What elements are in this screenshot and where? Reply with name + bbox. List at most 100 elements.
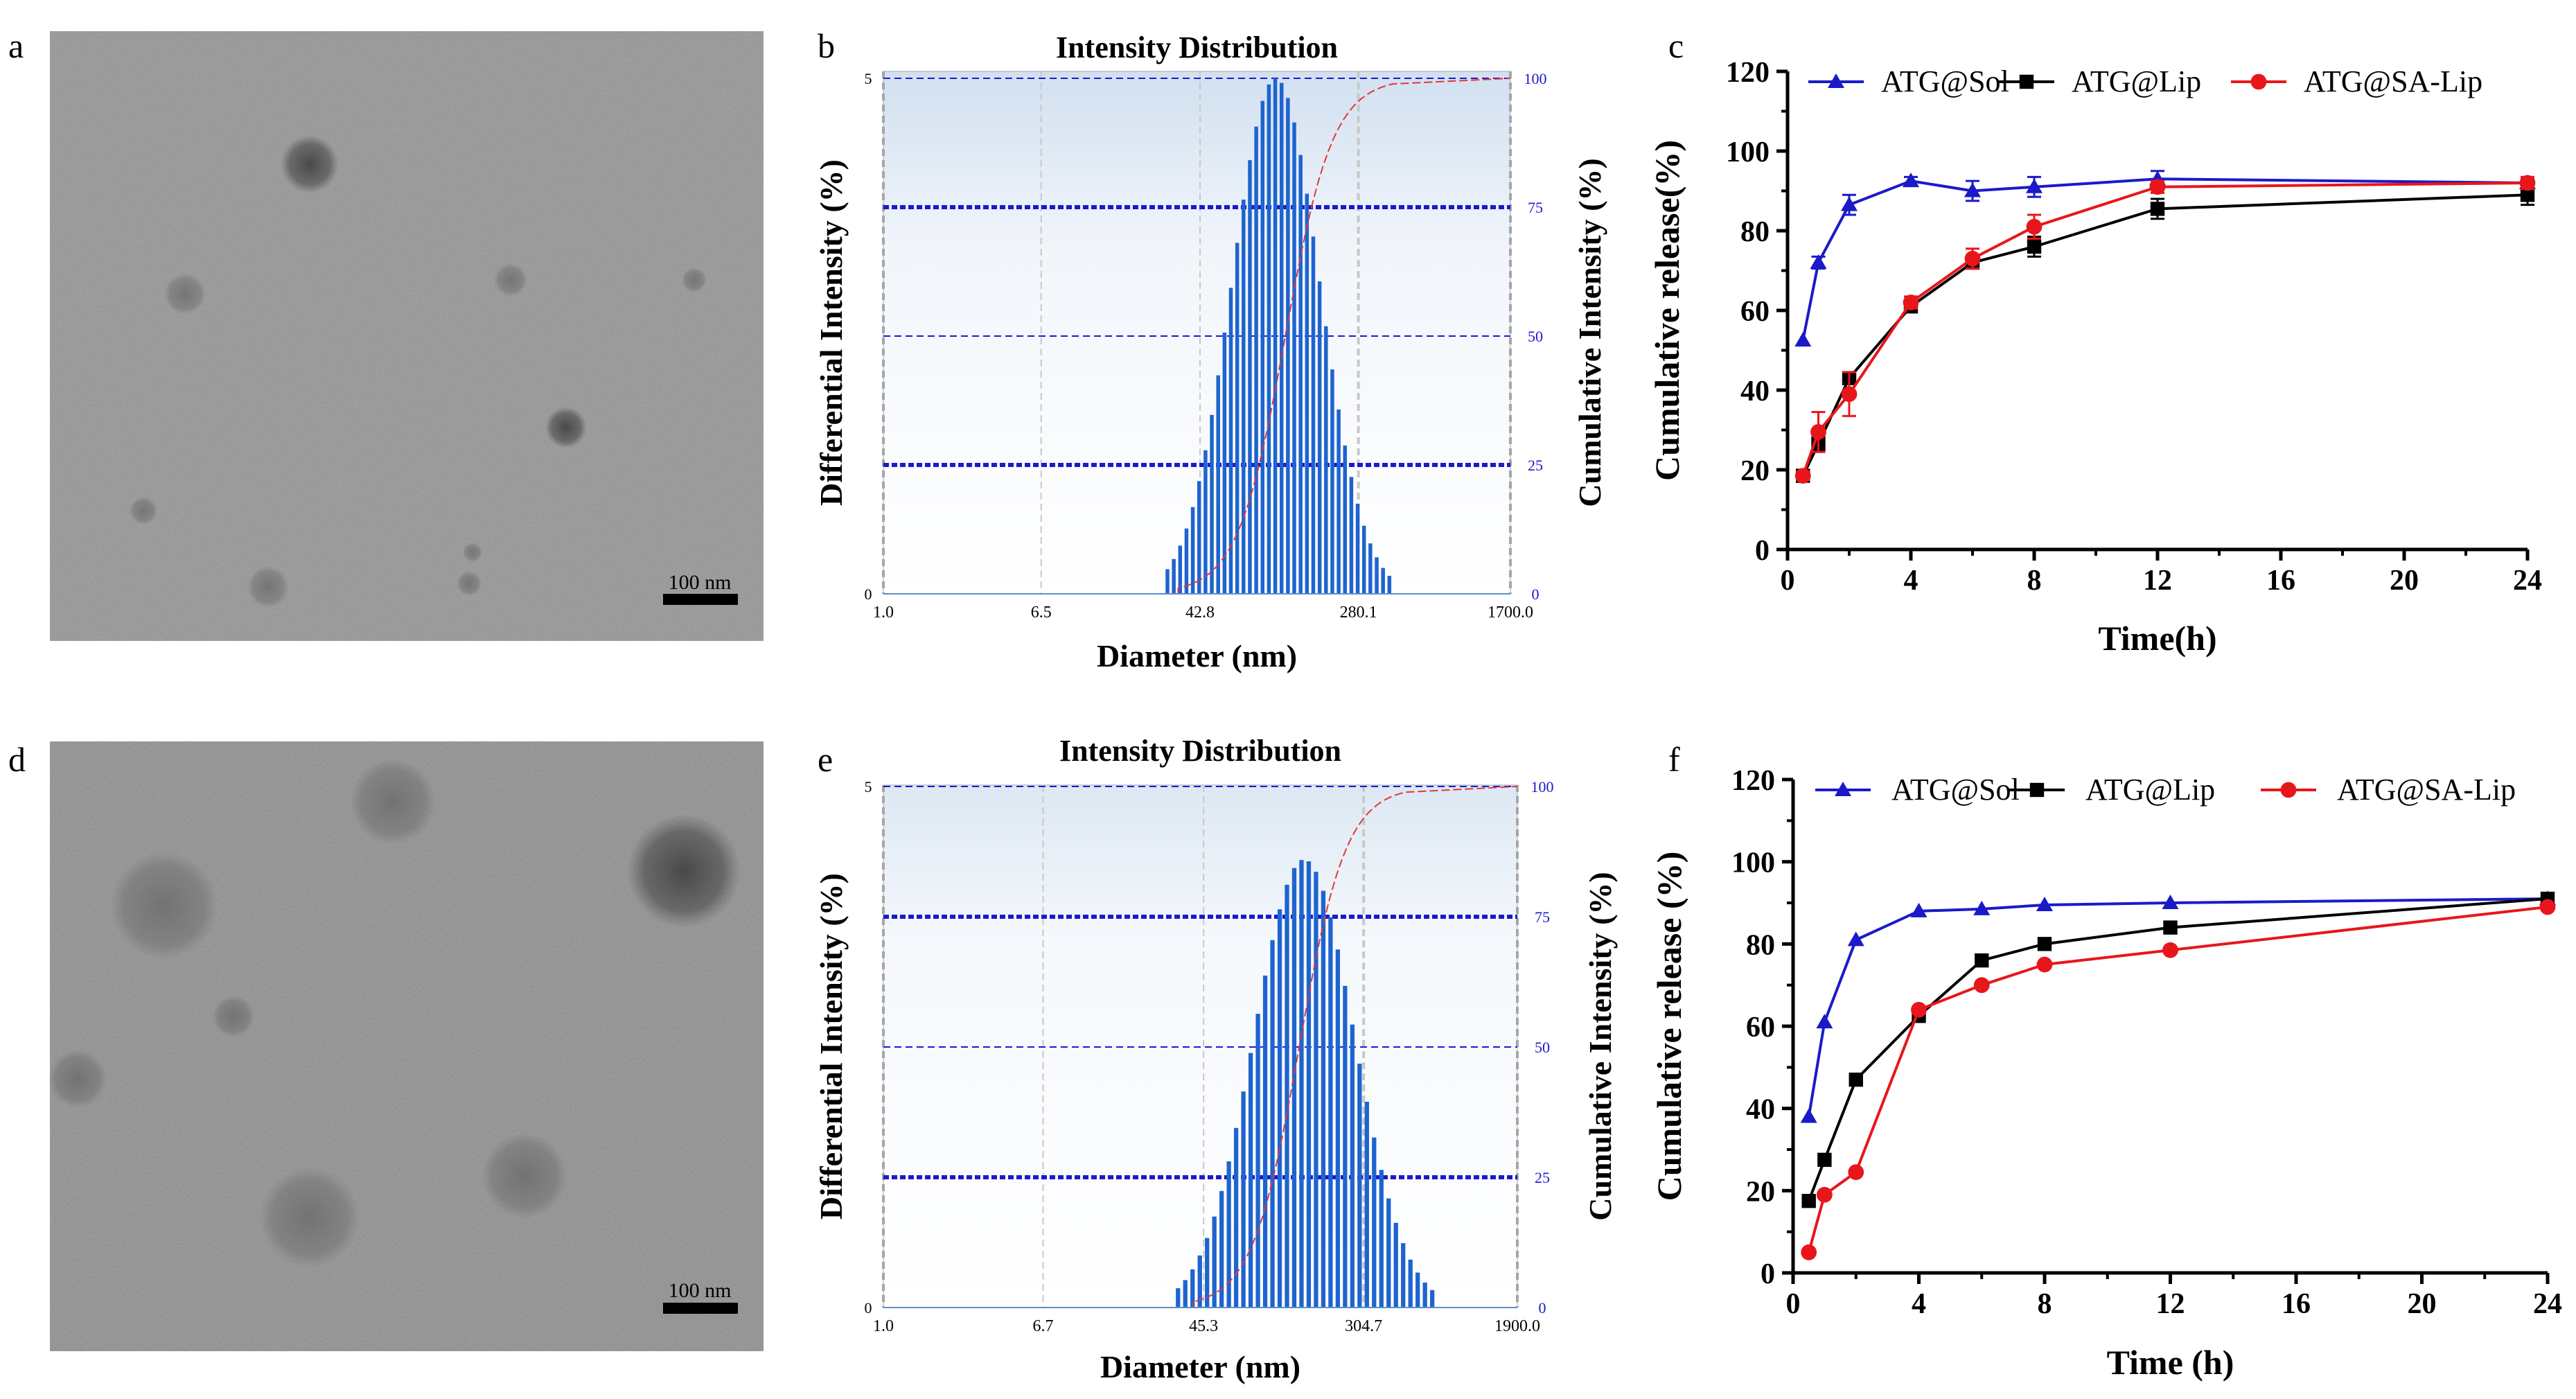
y2-tick-label: 25 (1528, 457, 1543, 474)
distribution-bar (1343, 985, 1348, 1308)
data-point (1911, 1001, 1927, 1018)
distribution-bar (1291, 868, 1297, 1308)
x-tick-label: 16 (2282, 1288, 2311, 1320)
data-point (2163, 920, 2178, 935)
y2-tick-label: 100 (1531, 778, 1554, 795)
data-point (2539, 899, 2556, 915)
series-ATG@Sol (1800, 890, 2556, 1123)
y2-tick-label: 100 (1524, 70, 1547, 87)
y-axis-label: Cumulative release (%) (1650, 852, 1688, 1202)
data-point (2026, 178, 2043, 193)
distribution-bar (1355, 503, 1360, 594)
distribution-bar (1328, 917, 1333, 1308)
distribution-bar (1357, 1064, 1362, 1308)
series-ATG@SA-Lip (1794, 175, 2536, 484)
chart-cumulative-release-c: 0 20 40 60 80 100 120 0 4 8 12 16 20 24 Time(h) Cumulat… (1648, 57, 2542, 658)
distribution-bar (1343, 445, 1347, 594)
y-tick-label: 60 (1746, 1012, 1775, 1044)
distribution-bar (1197, 1255, 1202, 1308)
y-axis-label: Cumulative release(%) (1648, 140, 1686, 481)
data-point (2280, 782, 2297, 798)
scale-bar (663, 1303, 738, 1314)
x-tick-label: 20 (2408, 1288, 2437, 1320)
distribution-bar (1279, 82, 1284, 595)
nanoparticles (48, 759, 741, 1267)
data-point (1903, 294, 1919, 310)
distribution-bar (1349, 477, 1354, 594)
data-point (1964, 182, 1981, 197)
distribution-bar (1210, 414, 1214, 594)
distribution-bar (1267, 84, 1271, 595)
legend-label: ATG@Sol (1891, 773, 2020, 807)
x-tick-label: 304.7 (1345, 1317, 1382, 1335)
y2-tick-label: 75 (1528, 199, 1543, 216)
distribution-bar (1375, 557, 1379, 594)
data-point (1816, 1186, 1833, 1203)
distribution-bar (1176, 1288, 1181, 1308)
distribution-bar (1165, 569, 1170, 594)
data-point (1975, 953, 1989, 968)
distribution-bar (1386, 1198, 1391, 1308)
data-point (1800, 1108, 1817, 1123)
data-point (1794, 332, 1812, 347)
y2-tick-label: 0 (1539, 1299, 1546, 1317)
y-tick-label: 120 (1726, 57, 1770, 89)
chart-title: Intensity Distribution (1059, 734, 1341, 768)
data-point (1964, 250, 1981, 267)
y-tick-label: 100 (1731, 847, 1775, 879)
series-line (1807, 905, 2548, 1253)
distribution-bar (1324, 326, 1328, 594)
distribution-bar (1273, 78, 1278, 595)
distribution-bar (1248, 160, 1252, 594)
data-point (2037, 937, 2052, 951)
x-tick-label: 1.0 (873, 1317, 894, 1335)
y-tick-label: 80 (1740, 216, 1770, 248)
distribution-bar (1317, 281, 1322, 594)
distribution-bar (1248, 1053, 1253, 1308)
distribution-bar (1183, 1280, 1188, 1308)
panel-letter-a: a (8, 26, 24, 65)
cumulative-curve (883, 786, 1518, 1308)
distribution-bar (1381, 567, 1385, 594)
data-point (2026, 218, 2043, 235)
distribution-bar (1205, 1238, 1210, 1308)
series-ATG@Lip (1796, 184, 2535, 483)
x-tick-label: 8 (2038, 1288, 2052, 1320)
y-tick-label: 60 (1740, 296, 1770, 328)
distribution-bar (1233, 1127, 1239, 1308)
data-point (2149, 179, 2166, 195)
distribution-bar (1178, 545, 1183, 594)
x-tick-label: 6.7 (1033, 1317, 1054, 1335)
distribution-bar (1422, 1282, 1427, 1308)
tem-micrograph-a: 100 nm (50, 31, 764, 641)
x-tick-label: 8 (2027, 565, 2042, 597)
data-point (1973, 977, 1990, 994)
x-axis-label: Diameter (nm) (1100, 1349, 1300, 1384)
series-ATG@Lip (1801, 891, 2555, 1208)
x-tick-label: 16 (2266, 565, 2295, 597)
distribution-bar (1298, 155, 1303, 595)
legend: ATG@Sol ATG@Lip ATG@SA-Lip (1815, 773, 2516, 807)
legend-label: ATG@Lip (2072, 64, 2201, 98)
y2-tick-label: 0 (1532, 586, 1540, 603)
y-tick-label: 40 (1740, 376, 1770, 407)
y-axis-label: Differential Intensity (%) (813, 159, 849, 506)
y-tick-label: 80 (1746, 929, 1775, 961)
distribution-bar (1241, 1091, 1246, 1308)
data-point (1841, 196, 1858, 211)
data-point (1903, 173, 1919, 188)
data-point (1801, 1244, 1817, 1260)
x-axis-label: Diameter (nm) (1097, 638, 1297, 674)
distribution-bar (1336, 409, 1341, 594)
distribution-bar (1335, 949, 1341, 1308)
distribution-bar (1242, 200, 1246, 594)
data-point (1810, 254, 1827, 269)
distribution-bar (1361, 525, 1366, 594)
series-line (1801, 182, 2528, 477)
legend-label: ATG@Sol (1881, 64, 2009, 98)
y-axis-label: Differential Intensity (%) (813, 873, 849, 1220)
x-tick-label: 4 (1904, 565, 1918, 597)
data-point (1835, 782, 1851, 796)
y2-tick-label: 75 (1535, 908, 1550, 926)
